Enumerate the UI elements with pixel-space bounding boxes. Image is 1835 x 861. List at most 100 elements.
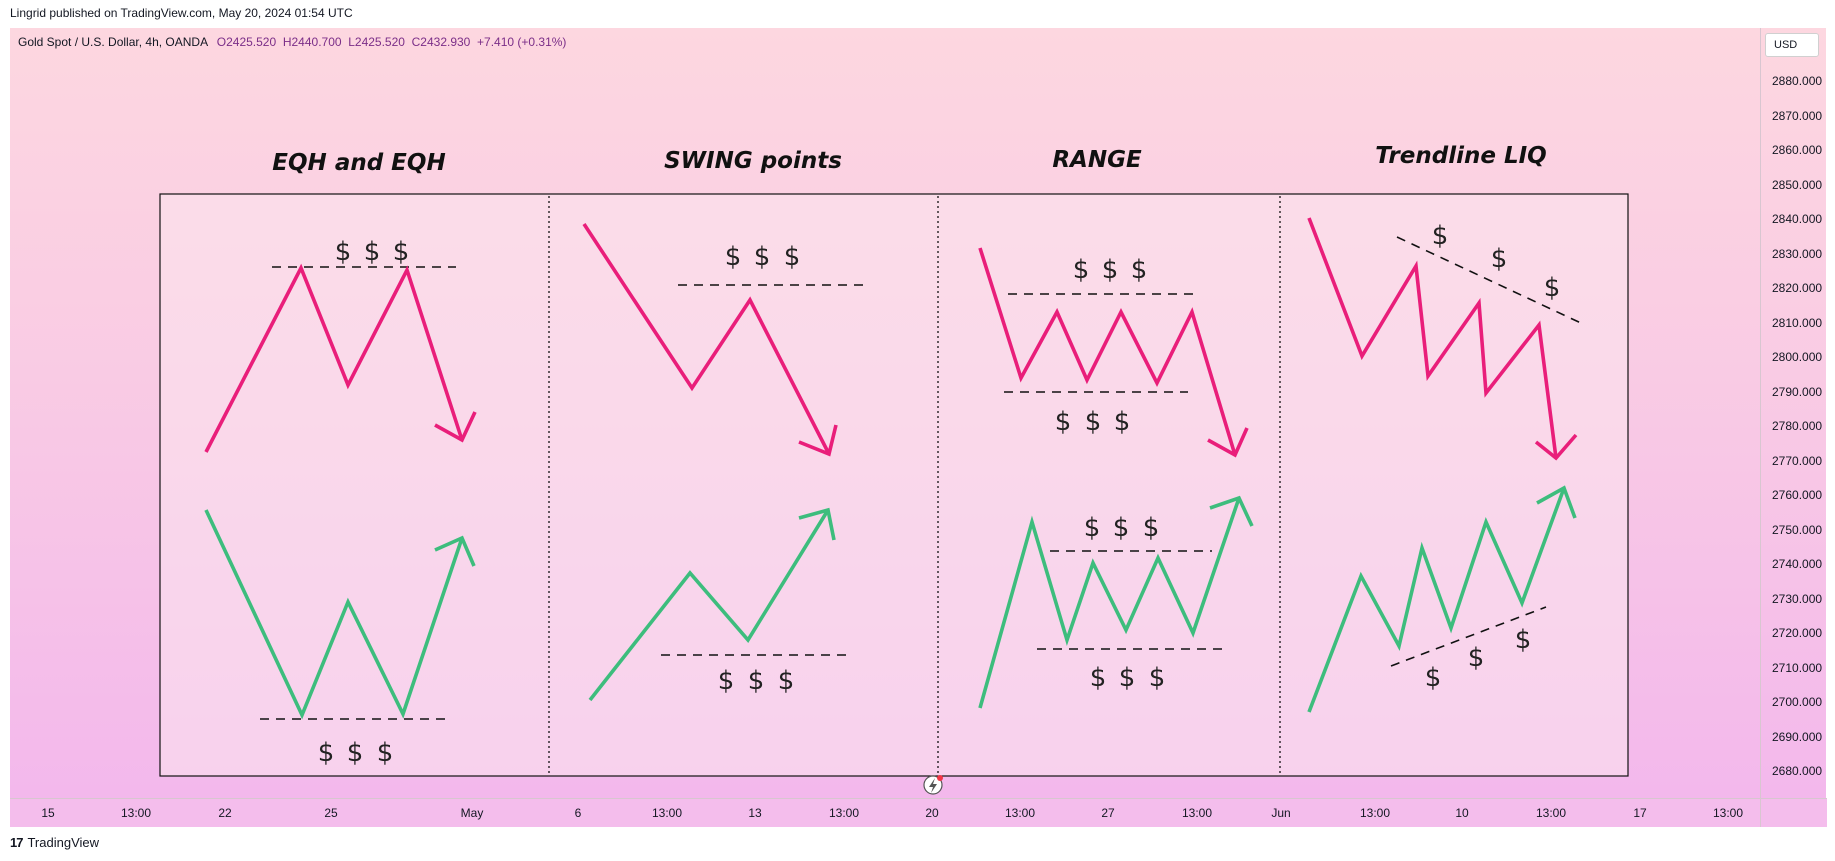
swing-bearish-arrowhead — [798, 424, 838, 457]
range-low-dollar: $ — [1055, 407, 1072, 437]
eqh-bearish-arrowhead — [434, 411, 477, 443]
trendline-top-dollar: $ — [1432, 221, 1449, 251]
trendline-bullish-arrowhead — [1536, 485, 1577, 519]
price-tick-label: 2830.000 — [1772, 246, 1823, 261]
trendline-bottom-liquidity-line — [1390, 606, 1547, 667]
change-value: +7.410 (+0.31%) — [477, 35, 567, 49]
symbol-legend: Gold Spot / U.S. Dollar, 4h, OANDA O2425… — [18, 35, 566, 49]
panel-frame — [159, 193, 1629, 777]
time-scale[interactable] — [10, 798, 1760, 827]
scale-corner — [1760, 798, 1827, 827]
time-tick-label: 13:00 — [120, 806, 152, 820]
eqh-bullish-path — [204, 509, 464, 720]
trendline-bullish-path — [1307, 487, 1566, 713]
swing-bottom-dollar: $ — [718, 666, 735, 696]
eqh-top-dollar: $ — [335, 237, 352, 267]
time-tick-label: 17 — [1633, 806, 1647, 820]
published-by-line: Lingrid published on TradingView.com, Ma… — [10, 6, 353, 20]
range-bullish-arrowhead — [1209, 495, 1254, 527]
range-low-dollar: $ — [1085, 407, 1102, 437]
eqh-bullish-arrowhead — [434, 535, 476, 567]
trendline-top-dollar: $ — [1544, 273, 1561, 303]
eqh-bottom-dollar: $ — [318, 738, 335, 768]
tradingview-logo-icon: 17 — [10, 835, 24, 850]
price-tick-label: 2800.000 — [1772, 350, 1823, 364]
open-value: O2425.520 — [216, 35, 277, 49]
eqh-bottom-dollar: $ — [377, 738, 394, 768]
range-upper-dollar: $ — [1113, 513, 1130, 543]
panel-title-eqh: EQH and EQH — [272, 150, 445, 176]
swing-bottom-dollar: $ — [778, 666, 795, 696]
price-tick-label: 2780.000 — [1772, 419, 1823, 433]
time-tick-label: 13:00 — [1712, 806, 1744, 820]
time-tick-label: 13 — [748, 806, 762, 820]
range-upper-dollar: $ — [1143, 513, 1160, 543]
panel-title-swing: SWING points — [664, 148, 842, 174]
trendline-bottom-dollar: $ — [1468, 643, 1485, 673]
close-value: C2432.930 — [411, 35, 471, 49]
high-value: H2440.700 — [282, 35, 342, 49]
panel-title-trendline: Trendline LIQ — [1375, 143, 1546, 169]
time-tick-label: 22 — [218, 806, 232, 820]
time-tick-label: 6 — [574, 806, 582, 820]
symbol-description: Gold Spot / U.S. Dollar, 4h, OANDA — [18, 35, 208, 49]
eqh-top-dollar: $ — [393, 237, 410, 267]
price-tick-label: 2700.000 — [1772, 695, 1823, 709]
tradingview-logo[interactable]: 17 TradingView — [10, 835, 99, 850]
range-low-dollar: $ — [1114, 407, 1131, 437]
eqh-bottom-dollar: $ — [347, 738, 364, 768]
price-tick-label: 2820.000 — [1772, 281, 1823, 295]
range-top-dollar: $ — [1073, 255, 1090, 285]
trendline-top-dollar: $ — [1491, 244, 1508, 274]
trendline-top-liquidity-line — [1396, 236, 1584, 325]
swing-top-dollar: $ — [725, 242, 742, 272]
swing-bottom-dollar: $ — [748, 666, 765, 696]
price-tick-label: 2730.000 — [1772, 591, 1823, 606]
swing-bullish-arrowhead — [798, 507, 836, 541]
price-tick-label: 2750.000 — [1772, 522, 1823, 537]
price-tick-label: 2760.000 — [1772, 488, 1823, 502]
time-tick-label: 13:00 — [1535, 806, 1567, 820]
time-tick-label: 13:00 — [828, 806, 860, 820]
swing-bearish-path — [582, 223, 831, 455]
price-tick-label: 2790.000 — [1772, 384, 1823, 399]
price-tick-label: 2860.000 — [1772, 143, 1823, 157]
range-bullish-path — [978, 497, 1241, 709]
trendline-bottom-dollar: $ — [1515, 625, 1532, 655]
time-tick-label: 13:00 — [1359, 806, 1391, 820]
time-tick-label: 13:00 — [1004, 806, 1036, 820]
range-top-dollar: $ — [1102, 255, 1119, 285]
price-scale[interactable] — [1760, 28, 1826, 798]
range-upper-dollar: $ — [1084, 513, 1101, 543]
time-tick-label: Jun — [1271, 806, 1291, 820]
trendline-bottom-dollar: $ — [1425, 663, 1442, 693]
price-tick-label: 2880.000 — [1772, 74, 1823, 88]
tradingview-logo-text: TradingView — [27, 835, 100, 850]
swing-top-dollar: $ — [754, 242, 771, 272]
trendline-bearish-arrowhead — [1534, 433, 1578, 461]
lightning-icon — [929, 778, 937, 793]
ohlc-values: O2425.520 H2440.700 L2425.520 C2432.930 … — [217, 35, 567, 49]
currency-selector[interactable]: USD — [1765, 33, 1819, 57]
price-tick-label: 2690.000 — [1772, 729, 1823, 744]
time-tick-label: 13:00 — [651, 806, 683, 820]
eqh-bearish-path — [204, 263, 464, 453]
price-tick-label: 2740.000 — [1772, 557, 1823, 571]
time-tick-label: 13:00 — [1181, 806, 1213, 820]
time-tick-label: 15 — [41, 806, 55, 820]
range-bottom-dollar: $ — [1090, 663, 1107, 693]
marker-dot — [937, 775, 943, 781]
panel-title-range: RANGE — [1052, 147, 1142, 173]
price-tick-label: 2710.000 — [1772, 660, 1823, 675]
price-tick-label: 2810.000 — [1772, 315, 1823, 330]
range-bearish-arrowhead — [1207, 427, 1249, 458]
range-bottom-dollar: $ — [1149, 663, 1166, 693]
price-tick-label: 2770.000 — [1772, 453, 1823, 468]
time-tick-label: 27 — [1101, 806, 1115, 820]
range-bearish-path — [978, 247, 1237, 456]
price-tick-label: 2680.000 — [1772, 764, 1823, 778]
price-tick-label: 2720.000 — [1772, 626, 1823, 640]
time-tick-label: 20 — [925, 806, 939, 820]
range-top-dollar: $ — [1131, 255, 1148, 285]
